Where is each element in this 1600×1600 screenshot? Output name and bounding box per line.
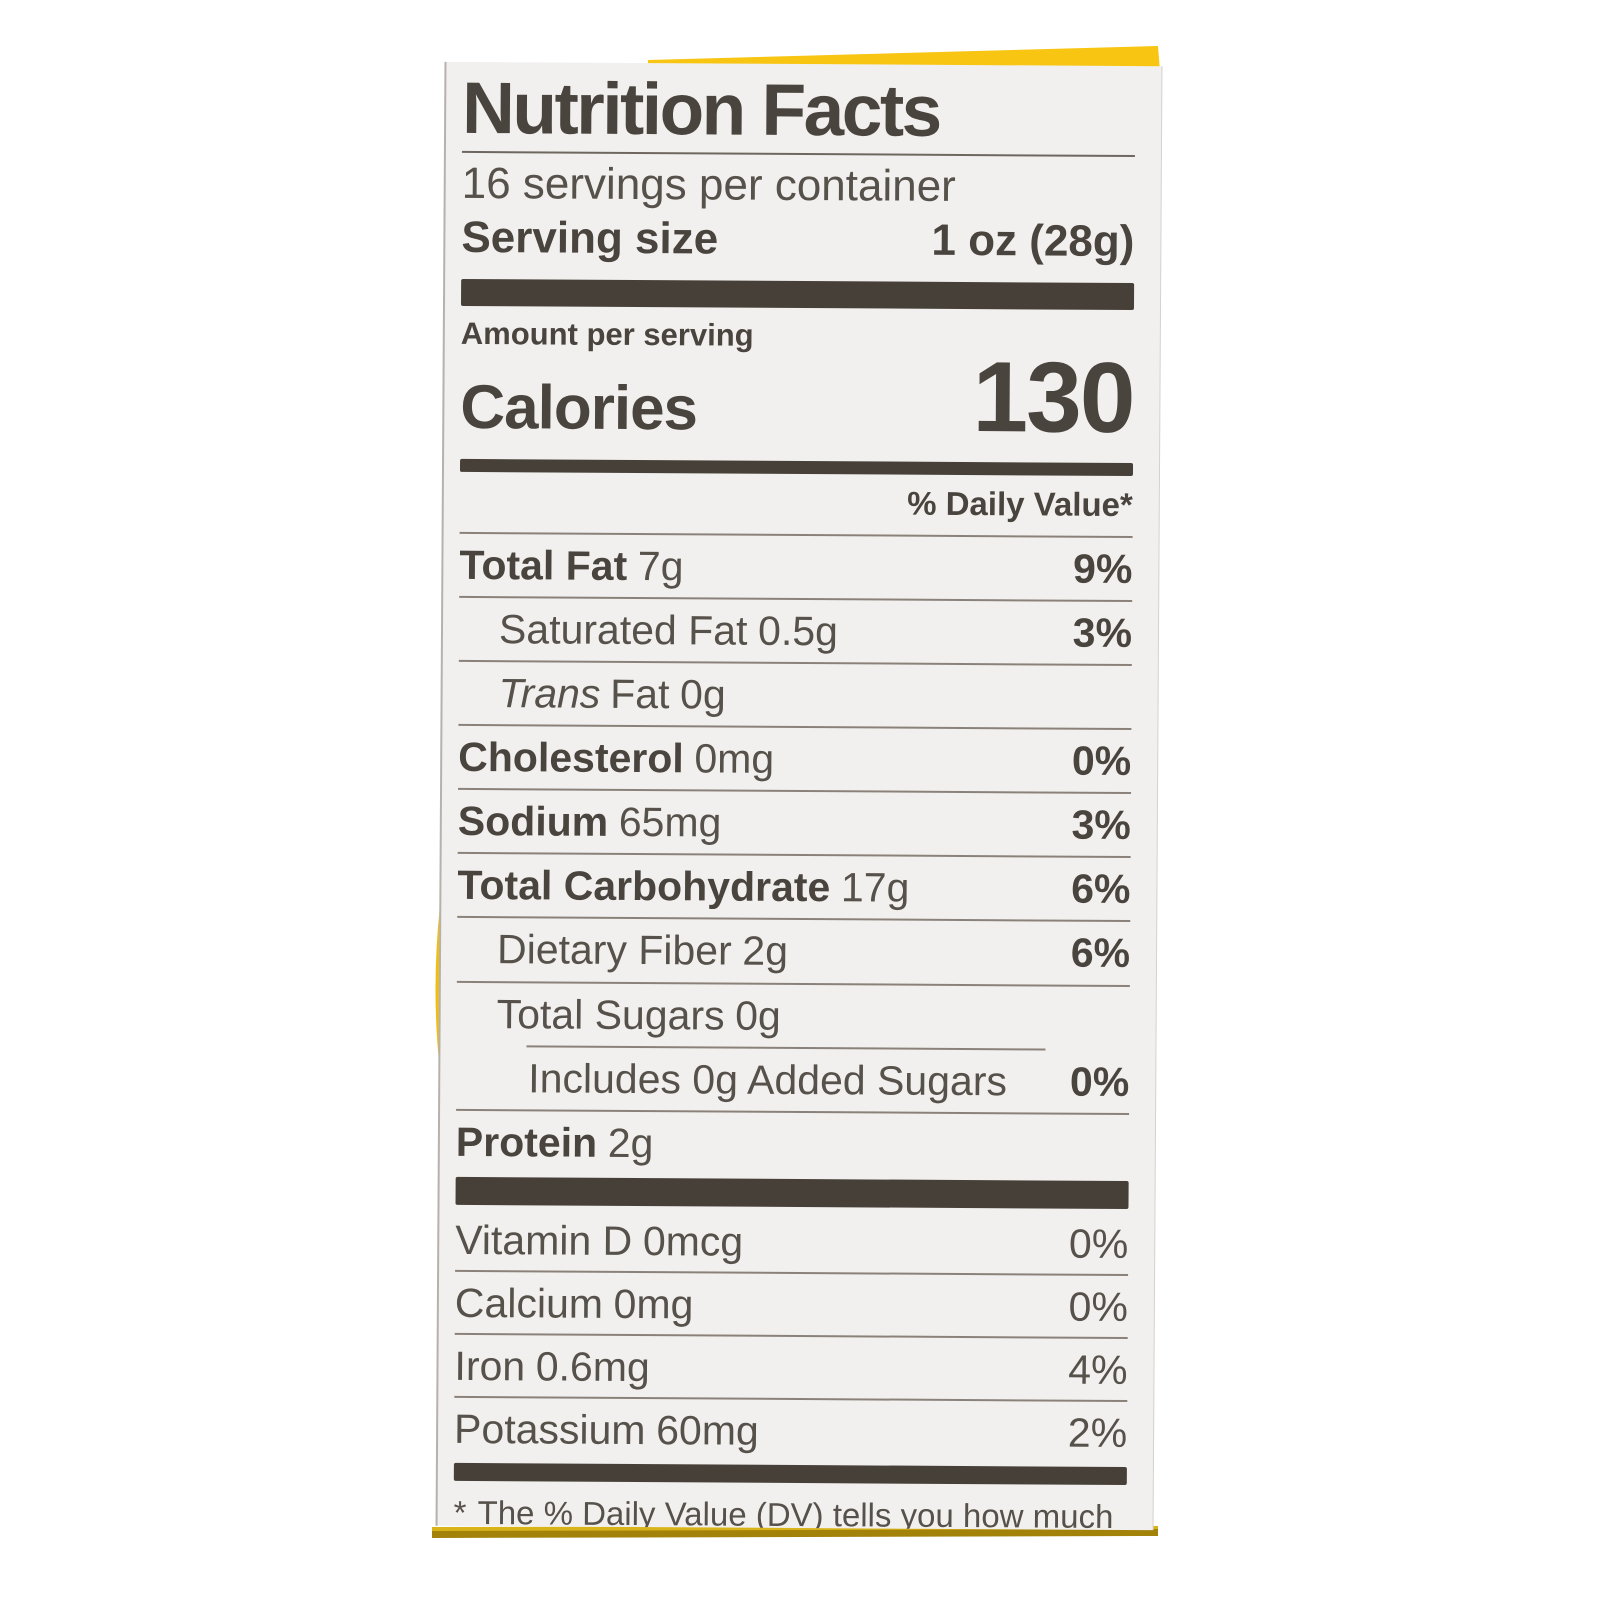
nutrition-label: Nutrition Facts 16 servings per containe… [435,61,1163,1531]
nutrient-row-total-sugars: Total Sugars 0g [456,980,1130,1049]
calories-value: 130 [972,341,1134,455]
nutrient-name: Total Fat 7g [459,542,684,590]
section-bar-middle [455,1176,1129,1209]
nutrient-name: Potassium 60mg [453,1405,759,1454]
micronutrient-row-vitamin-d: Vitamin D 0mcg 0% [455,1205,1128,1274]
calories-label: Calories [460,373,698,444]
nutrient-name: Cholesterol 0mg [458,734,775,783]
nutrient-dv: 6% [1071,866,1131,913]
section-bar-bottom [453,1462,1127,1485]
nutrient-dv: 3% [1071,802,1131,849]
nutrient-row-sodium: Sodium 65mg 3% [457,788,1132,857]
footnote: * The % Daily Value (DV) tells you how m… [453,1493,1127,1530]
serving-size-label: Serving size [461,213,719,264]
nutrient-dv: 0% [1068,1220,1129,1267]
nutrient-dv: 0% [1068,1283,1129,1330]
nutrient-row-dietary-fiber: Dietary Fiber 2g 6% [456,916,1131,985]
nutrient-name: Protein 2g [455,1118,654,1166]
nutrient-name: Saturated Fat 0.5g [498,606,839,655]
footnote-asterisk: * [453,1493,467,1531]
nutrient-row-saturated-fat: Saturated Fat 0.5g 3% [458,596,1133,665]
nutrient-dv: 9% [1072,545,1133,593]
nutrient-dv: 3% [1072,609,1133,657]
nutrient-row-protein: Protein 2g [455,1108,1130,1177]
nutrient-dv: 0% [1069,1058,1130,1105]
nutrient-name: Iron 0.6mg [454,1342,650,1390]
label-title: Nutrition Facts [461,67,941,152]
section-bar-top [460,279,1135,311]
nutrient-row-total-carbohydrate: Total Carbohydrate 17g 6% [457,852,1131,921]
micronutrient-row-iron: Iron 0.6mg 4% [454,1332,1128,1400]
nutrient-name: Trans Fat 0g [498,670,726,718]
nutrient-dv: 6% [1070,930,1131,977]
servings-per-container: 16 servings per container [461,158,956,211]
nutrient-name: Vitamin D 0mcg [455,1216,744,1265]
nutrient-name: Sodium 65mg [457,798,722,846]
nutrient-name: Dietary Fiber 2g [496,926,789,975]
title-divider [461,150,1135,158]
nutrient-name: Includes 0g Added Sugars [528,1054,1008,1104]
nutrient-name: Total Sugars 0g [496,990,781,1039]
nutrient-row-total-fat: Total Fat 7g 9% [459,534,1132,600]
calories-divider-bar [459,459,1134,477]
calories-row: Calories 130 [460,341,1134,455]
footnote-text: The % Daily Value (DV) tells you how muc… [477,1493,1114,1531]
nutrient-name: Total Carbohydrate 17g [457,862,910,912]
micronutrient-row-potassium: Potassium 60mg 2% [453,1395,1128,1463]
nutrient-row-cholesterol: Cholesterol 0mg 0% [458,724,1132,793]
nutrient-row-trans-fat: Trans Fat 0g [458,660,1132,729]
nutrient-dv: 2% [1067,1409,1128,1456]
nutrient-name: Calcium 0mg [454,1279,694,1328]
serving-size-row: Serving size 1 oz (28g) [461,213,1134,267]
nutrient-dv: 0% [1071,737,1132,785]
serving-size-value: 1 oz (28g) [931,215,1135,267]
micronutrient-row-calcium: Calcium 0mg 0% [454,1269,1129,1337]
nutrient-dv: 4% [1068,1346,1128,1393]
daily-value-header: % Daily Value* [459,482,1133,539]
nutrient-row-added-sugars: Includes 0g Added Sugars 0% [456,1046,1129,1112]
